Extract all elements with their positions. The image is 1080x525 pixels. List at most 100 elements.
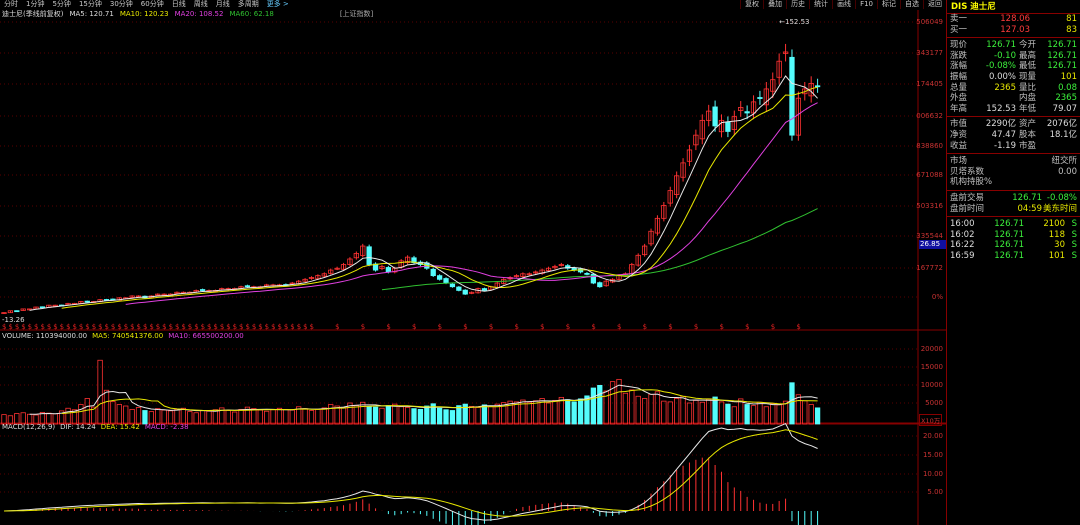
volume-bar <box>443 409 449 425</box>
volume-bar <box>14 413 20 425</box>
volume-bar <box>513 401 520 425</box>
quote-value: 47.47 <box>991 129 1016 140</box>
quote-label: 年高 <box>950 103 968 114</box>
bid-label: 买一 <box>950 24 968 35</box>
volume-bar <box>219 407 225 425</box>
volume-bar <box>590 387 597 425</box>
volume-bar <box>84 398 90 425</box>
quote-value: -1.19 <box>994 140 1016 151</box>
period-tab[interactable]: 多周期 <box>237 0 259 8</box>
volume-bar <box>372 406 379 425</box>
candle <box>597 282 603 288</box>
volume-bar <box>315 408 321 425</box>
tick-side: S <box>1071 250 1077 261</box>
tool-button[interactable]: 返回 <box>923 0 946 9</box>
volume-bar <box>571 401 577 425</box>
dividend-marker: $ <box>745 323 749 331</box>
dividend-marker: $ <box>60 323 64 331</box>
volume-bar <box>436 407 443 425</box>
quote-label: 内盘 <box>1019 93 1037 104</box>
candle <box>565 265 571 269</box>
quote-label: 最低 <box>1019 61 1037 72</box>
candle <box>770 79 776 92</box>
volume-bar <box>174 408 180 425</box>
volume-bar <box>257 409 263 425</box>
tool-button[interactable]: 历史 <box>786 0 809 9</box>
tool-button[interactable]: 复权 <box>740 0 763 9</box>
dividend-marker: $ <box>15 323 19 331</box>
tool-button[interactable]: 标记 <box>877 0 900 9</box>
candle <box>706 110 712 121</box>
volume-bar <box>206 410 212 425</box>
premarket-price: 126.71 <box>1012 192 1042 203</box>
dividend-marker: $ <box>149 323 153 331</box>
period-tab[interactable]: 15分钟 <box>78 0 102 8</box>
volume-bar <box>808 404 814 425</box>
candle <box>7 310 14 314</box>
index-button[interactable]: [上证指数] <box>339 10 374 18</box>
tool-button[interactable]: 叠加 <box>763 0 786 9</box>
period-tab[interactable]: 30分钟 <box>109 0 133 8</box>
candle <box>699 119 705 140</box>
tool-button[interactable]: 画线 <box>832 0 855 9</box>
volume-bar <box>71 409 78 425</box>
volume-bar <box>225 410 231 425</box>
dividend-marker: $ <box>720 323 724 331</box>
volume-bar <box>789 382 795 425</box>
dividend-marker: $ <box>111 323 115 331</box>
volume-bar <box>757 401 763 425</box>
period-tab[interactable]: 更多 > <box>266 0 289 8</box>
candle <box>308 277 315 279</box>
period-tab[interactable]: 60分钟 <box>140 0 164 8</box>
period-tab[interactable]: 月线 <box>215 0 230 8</box>
dividend-marker: $ <box>335 323 339 331</box>
volume-bar <box>270 409 276 425</box>
volume-bar <box>533 400 539 425</box>
tool-button[interactable]: F10 <box>855 0 877 9</box>
tick-time: 16:02 <box>950 229 975 240</box>
dividend-marker: $ <box>233 323 237 331</box>
candle <box>654 217 661 234</box>
volume-bar <box>328 404 334 425</box>
tool-button[interactable]: 自选 <box>900 0 923 9</box>
chart-area[interactable]: ←152.53-13.26$ $ $ $ $ $ $ $ $ $ $ $ $ $ $ $ $ $ $ $ $ $ $ $ $ $ $… <box>0 0 946 525</box>
high-label: ←152.53 <box>779 18 809 26</box>
volume-bar <box>731 406 737 425</box>
period-tab[interactable]: 分时 <box>4 0 18 8</box>
volume-bar <box>699 401 705 425</box>
period-tab[interactable]: 5分钟 <box>52 0 71 8</box>
volume-bar <box>718 401 725 425</box>
volume-bar <box>321 407 327 425</box>
candle <box>558 264 564 266</box>
candle <box>731 116 737 130</box>
volume-bar <box>302 408 308 425</box>
candle <box>456 286 462 291</box>
period-tab[interactable]: 1分钟 <box>26 0 45 8</box>
quote-label: 振幅 <box>950 71 968 82</box>
volume-legend: VOLUME: 110394000.00 MA5: 740541376.00 M… <box>2 332 244 340</box>
dividend-marker: $ <box>188 323 192 331</box>
volume-bar <box>475 407 481 425</box>
dividend-marker: $ <box>668 323 672 331</box>
candle <box>443 278 449 284</box>
tool-button[interactable]: 统计 <box>809 0 832 9</box>
volume-bar <box>392 403 398 425</box>
quote-value: -0.08% <box>985 61 1016 72</box>
ma10-line <box>61 86 818 309</box>
candle <box>469 291 475 294</box>
dif-line <box>3 422 818 521</box>
quote-label: 收益 <box>950 140 968 151</box>
dividend-marker: $ <box>169 323 173 331</box>
candle <box>526 273 532 276</box>
period-tab[interactable]: 周线 <box>193 0 208 8</box>
macd-axis-label: 10.00 <box>922 470 943 478</box>
macd-axis-label: 5.00 <box>927 488 943 496</box>
dividend-marker: $ <box>796 323 800 331</box>
tick-price: 126.71 <box>994 250 1024 261</box>
candle <box>513 275 520 278</box>
volume-bar <box>251 408 257 425</box>
period-tab[interactable]: 日线 <box>171 0 186 8</box>
price-axis-label: 006632 <box>916 112 943 120</box>
dividend-marker: $ <box>181 323 185 331</box>
quote-label: 年低 <box>1019 103 1037 114</box>
